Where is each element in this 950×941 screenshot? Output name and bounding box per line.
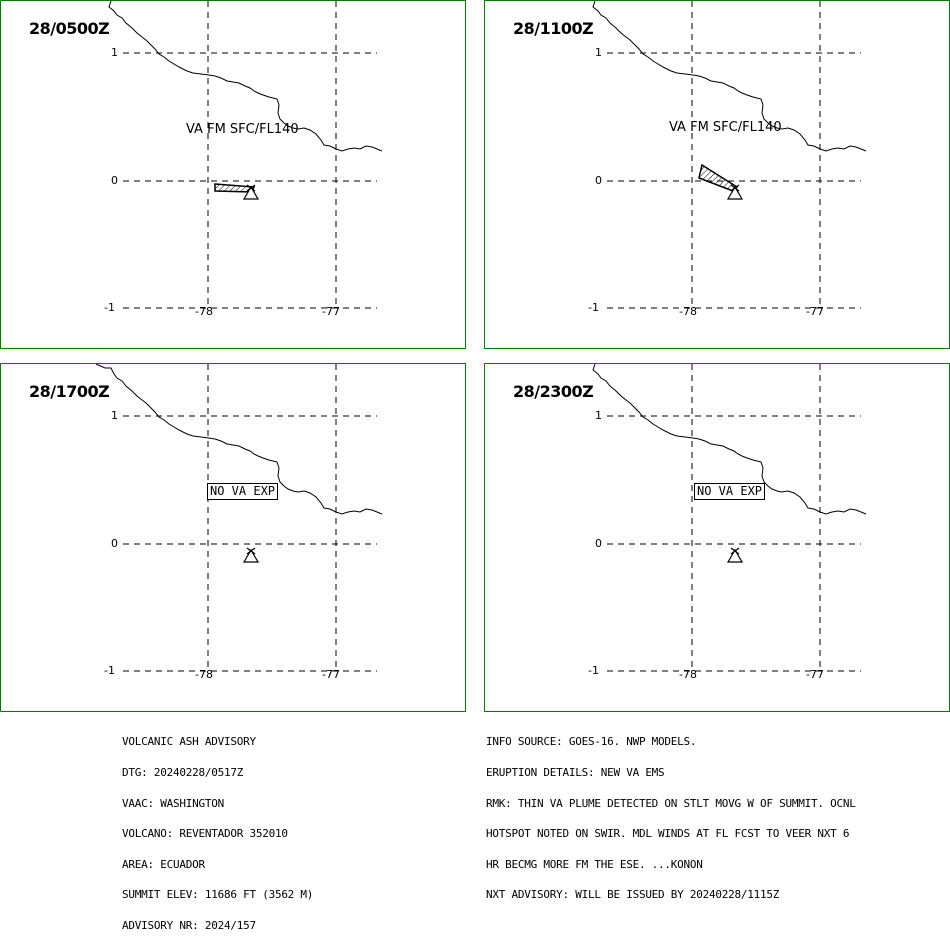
map-canvas: [592, 0, 867, 309]
advisory-volcano: VOLCANO: REVENTADOR 352010: [122, 827, 288, 841]
lat-label-minus1: -1: [588, 664, 599, 677]
advisory-next: NXT ADVISORY: WILL BE ISSUED BY 20240228…: [486, 888, 780, 902]
advisory-area: AREA: ECUADOR: [122, 857, 205, 871]
lon-label-minus77: -77: [806, 668, 824, 681]
volcano-marker: [242, 184, 260, 200]
lat-label-0: 0: [595, 174, 602, 187]
coastline: [108, 0, 383, 152]
advisory-number: ADVISORY NR: 2024/157: [122, 918, 256, 932]
lat-label-minus1: -1: [588, 301, 599, 314]
coastline: [95, 363, 383, 515]
map-panel-0500z: 28/0500Z 1 0 -1 -78 -77 VA FM SFC/FL140: [0, 0, 466, 349]
lon-label-minus78: -78: [679, 668, 697, 681]
lat-lon-grid: [123, 364, 377, 672]
valid-time-label: 28/0500Z: [29, 19, 110, 38]
advisory-title: VOLCANIC ASH ADVISORY: [122, 735, 256, 749]
coastline: [592, 0, 867, 152]
lon-label-minus78: -78: [195, 668, 213, 681]
lat-label-minus1: -1: [104, 301, 115, 314]
va-height-label: VA FM SFC/FL140: [186, 122, 299, 137]
advisory-vaac: VAAC: WASHINGTON: [122, 796, 224, 810]
advisory-remarks-line-2: HOTSPOT NOTED ON SWIR. MDL WINDS AT FL F…: [486, 827, 850, 841]
lat-lon-grid: [123, 1, 377, 309]
lat-label-0: 0: [111, 174, 118, 187]
advisory-header-block: VOLCANIC ASH ADVISORY DTG: 20240228/0517…: [122, 717, 313, 941]
lat-label-1: 1: [595, 409, 602, 422]
no-va-expected-label: NO VA EXP: [694, 483, 766, 500]
lon-label-minus78: -78: [679, 305, 697, 318]
lon-label-minus77: -77: [806, 305, 824, 318]
valid-time-label: 28/1700Z: [29, 382, 110, 401]
map-canvas: [108, 0, 383, 309]
map-panel-1100z: 28/1100Z 1 0 -1 -78 -77 VA FM SFC/FL140: [484, 0, 950, 349]
lat-label-1: 1: [111, 46, 118, 59]
lat-label-0: 0: [111, 537, 118, 550]
valid-time-label: 28/1100Z: [513, 19, 594, 38]
map-canvas: [95, 363, 383, 672]
lat-label-minus1: -1: [104, 664, 115, 677]
coastline: [592, 363, 867, 515]
lon-label-minus77: -77: [322, 305, 340, 318]
lon-label-minus77: -77: [322, 668, 340, 681]
lat-label-1: 1: [111, 409, 118, 422]
advisory-dtg: DTG: 20240228/0517Z: [122, 766, 244, 779]
advisory-remarks-line-3: HR BECMG MORE FM THE ESE. ...KONON: [486, 857, 703, 871]
map-panel-1700z: 28/1700Z 1 0 -1 -78 -77 NO VA EXP: [0, 363, 466, 712]
map-canvas: [592, 363, 867, 672]
lon-label-minus78: -78: [195, 305, 213, 318]
va-height-label: VA FM SFC/FL140: [669, 120, 782, 135]
no-va-expected-label: NO VA EXP: [207, 483, 279, 500]
advisory-summit-elev: SUMMIT ELEV: 11686 FT (3562 M): [122, 888, 314, 902]
lat-label-0: 0: [595, 537, 602, 550]
advisory-info-source: INFO SOURCE: GOES-16. NWP MODELS.: [486, 735, 697, 749]
advisory-remarks-line-1: RMK: THIN VA PLUME DETECTED ON STLT MOVG…: [486, 796, 856, 810]
lat-label-1: 1: [595, 46, 602, 59]
ash-plume-polygon: [698, 163, 739, 192]
volcano-marker: [726, 547, 744, 563]
map-panel-2300z: 28/2300Z 1 0 -1 -78 -77 NO VA EXP: [484, 363, 950, 712]
advisory-eruption-details: ERUPTION DETAILS: NEW VA EMS: [486, 766, 665, 779]
advisory-details-block: INFO SOURCE: GOES-16. NWP MODELS. ERUPTI…: [486, 717, 856, 911]
lat-lon-grid: [607, 1, 861, 309]
volcano-marker: [242, 547, 260, 563]
lat-lon-grid: [607, 364, 861, 672]
valid-time-label: 28/2300Z: [513, 382, 594, 401]
volcano-marker: [726, 184, 744, 200]
